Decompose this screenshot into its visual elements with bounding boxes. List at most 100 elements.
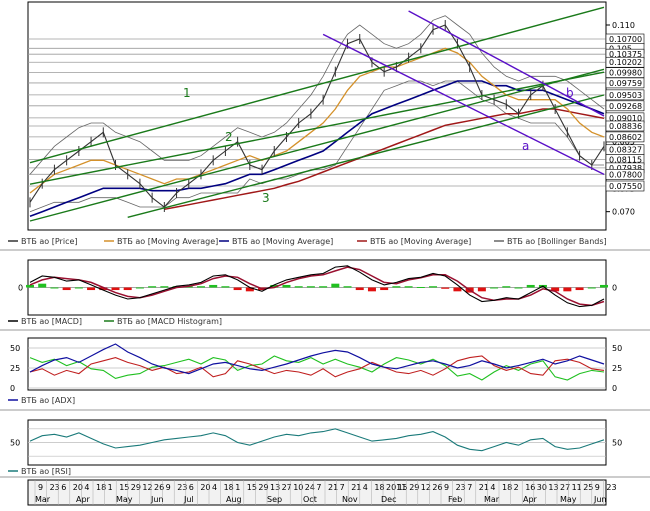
price-line: [29, 24, 605, 208]
price-level-box: [605, 100, 645, 112]
trendline-3: [127, 94, 605, 218]
price-level-label: 0.09759: [609, 79, 642, 88]
price-level-box: [605, 77, 645, 89]
price-level-label: 0.09980: [609, 69, 642, 78]
macd-histogram-bar: [502, 286, 511, 288]
legend-label: ВТБ ао [Moving Average]: [370, 237, 471, 246]
price-level-box: [605, 120, 645, 132]
macd-histogram-bar: [306, 286, 315, 288]
macd-histogram-bar: [99, 287, 108, 291]
macd-histogram-bar: [404, 286, 413, 288]
macd-histogram-bar: [551, 287, 560, 292]
trendline-label: b: [566, 86, 574, 100]
macd-histogram-bar: [355, 287, 364, 291]
macd-signal-line: [29, 266, 605, 307]
legend-label: ВТБ ао [MACD]: [21, 317, 82, 326]
x-day-label: 27: [560, 483, 570, 492]
macd-histogram-bar: [87, 287, 96, 291]
macd-histogram-bar: [26, 284, 34, 288]
di-plus-line: [29, 355, 605, 381]
macd-histogram-bar: [233, 287, 242, 291]
x-day-label: 15: [247, 483, 257, 492]
price-level-label: 0.09503: [609, 91, 642, 100]
macd-histogram-bar: [429, 286, 438, 288]
macd-histogram-bar: [111, 287, 120, 291]
macd-y-label: 0: [18, 284, 23, 293]
adx-y-label: 0: [10, 384, 15, 393]
x-day-label: 13: [270, 483, 280, 492]
price-level-label: 0.07550: [609, 182, 642, 191]
x-day-label: 23: [50, 483, 60, 492]
x-day-label: 9: [166, 483, 171, 492]
macd-histogram-bar: [38, 283, 47, 288]
macd-histogram-bar: [282, 284, 291, 288]
macd-y-label-right: 0: [612, 284, 617, 293]
macd-histogram-bar: [490, 287, 499, 289]
x-day-label: 4: [212, 483, 217, 492]
x-month-label: Jun: [593, 495, 607, 504]
macd-histogram-bar: [392, 286, 401, 288]
legend-label: ВТБ ао [Price]: [21, 237, 78, 246]
x-day-label: 11: [572, 483, 582, 492]
legend-label: ВТБ ао [RSI]: [21, 467, 71, 476]
x-day-label: 18: [224, 483, 234, 492]
x-day-label: 24: [305, 483, 315, 492]
x-axis-bar: [27, 479, 607, 506]
x-month-label: Dec: [381, 495, 396, 504]
trendline-label: 3: [262, 191, 270, 205]
legend-label: ВТБ ао [MACD Histogram]: [117, 317, 222, 326]
macd-histogram-bar: [221, 286, 230, 288]
x-day-label: 26: [432, 483, 442, 492]
y-tick-label: 0.070: [612, 208, 635, 217]
macd-histogram-bar: [135, 287, 144, 289]
rsi-y-label: 50: [10, 439, 20, 448]
x-day-label: 1: [235, 483, 240, 492]
x-day-label: 20: [200, 483, 210, 492]
macd-histogram-bar: [74, 287, 83, 289]
trendline-label: 1: [183, 86, 191, 100]
macd-histogram-bar: [160, 286, 169, 288]
x-day-label: 16: [525, 483, 535, 492]
price-level-tag: 0.07550: [605, 180, 645, 192]
adx-y-label-right: 0: [612, 384, 617, 393]
x-day-label: 6: [61, 483, 66, 492]
macd-histogram-bar: [331, 283, 340, 288]
x-month-label: Aug: [226, 495, 242, 504]
macd-histogram-bar: [575, 287, 584, 291]
macd-histogram-bar: [148, 286, 157, 288]
macd-histogram-bar: [514, 287, 523, 289]
x-day-label: 10: [293, 483, 303, 492]
macd-histogram-bar: [477, 287, 486, 292]
macd-histogram-bar: [563, 287, 572, 292]
price-level-box: [605, 180, 645, 192]
x-day-label: 30: [537, 483, 547, 492]
di-minus-line: [29, 355, 605, 378]
x-month-label: Jul: [183, 495, 194, 504]
x-day-label: 20: [73, 483, 83, 492]
x-day-label: 23: [606, 483, 616, 492]
price-level-label: 0.08836: [609, 122, 642, 131]
price-level-label: 0.08602: [609, 133, 642, 142]
x-day-label: 27: [282, 483, 292, 492]
y-tick-label: 0.110: [612, 21, 635, 30]
ma-navy-line: [29, 80, 605, 218]
x-day-label: 15: [119, 483, 129, 492]
x-month-label: Jun: [150, 495, 164, 504]
x-month-label: Sep: [267, 495, 282, 504]
x-day-label: 9: [444, 483, 449, 492]
macd-histogram-bar: [319, 286, 328, 288]
x-day-label: 23: [177, 483, 187, 492]
price-level-tag: 0.08836: [605, 120, 645, 132]
x-day-label: 1: [108, 483, 113, 492]
x-month-label: May: [560, 495, 577, 504]
macd-histogram-bar: [343, 286, 352, 288]
x-day-label: 2: [514, 483, 519, 492]
x-month-label: Apr: [523, 495, 538, 504]
legend-label: ВТБ ао [Bollinger Bands]: [507, 237, 607, 246]
x-month-label: Nov: [342, 495, 358, 504]
x-day-label: 13: [548, 483, 558, 492]
x-day-label: 25: [583, 483, 593, 492]
x-day-label: 18: [374, 483, 384, 492]
x-day-label: 7: [467, 483, 472, 492]
